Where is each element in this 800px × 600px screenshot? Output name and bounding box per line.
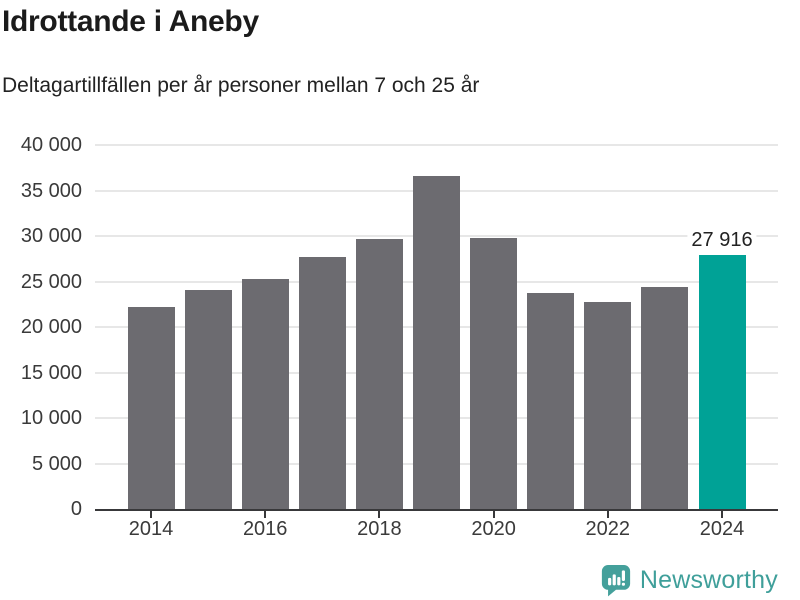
bar-2022 — [584, 301, 632, 509]
x-tick-2024 — [721, 511, 723, 518]
y-tick-label: 20 000 — [20, 316, 82, 338]
chart-title: Idrottande i Aneby — [2, 5, 259, 38]
y-tick-label: 40 000 — [20, 134, 82, 156]
x-tick-2022 — [606, 511, 609, 518]
chart-subtitle: Deltagartillfällen per år personer mella… — [2, 74, 480, 97]
x-tick-label-2018: 2018 — [357, 518, 402, 540]
x-tick-label-2020: 2020 — [471, 518, 516, 540]
bar-2020 — [470, 237, 518, 509]
bar-2019 — [413, 175, 460, 509]
x-tick-2014 — [150, 511, 152, 518]
x-tick-label-2016: 2016 — [242, 518, 288, 540]
bar-2014 — [127, 307, 175, 509]
bar-2017 — [298, 257, 346, 509]
y-tick-label: 30 000 — [20, 225, 82, 247]
bar-value-label: 27 916 — [687, 228, 757, 252]
x-tick-label-2024: 2024 — [699, 518, 745, 540]
y-tick-label: 10 000 — [20, 407, 82, 429]
bar-2018 — [355, 239, 403, 509]
y-tick-label: 5 000 — [31, 452, 82, 475]
x-tick-2020 — [492, 511, 495, 518]
x-tick-label-2022: 2022 — [585, 518, 631, 540]
y-tick-label: 0 — [70, 498, 82, 520]
newsworthy-speech-bubble-bar-chart-icon — [601, 565, 630, 597]
plot-area: 27 916 — [95, 144, 778, 511]
y-tick-label: 35 000 — [20, 179, 82, 202]
bar-2023 — [641, 286, 689, 509]
brand-name: Newsworthy — [639, 566, 778, 594]
bar-2024 — [698, 254, 746, 509]
bar-2016 — [241, 278, 289, 509]
bar-2015 — [184, 290, 232, 509]
x-tick-2016 — [264, 511, 267, 518]
newsworthy-logo[interactable]: Newsworthy — [601, 564, 778, 597]
bar-2021 — [527, 293, 575, 509]
y-tick-label: 15 000 — [20, 361, 82, 384]
gridline-40000 — [95, 144, 778, 146]
x-tick-2018 — [378, 511, 381, 518]
x-tick-label-2014: 2014 — [128, 518, 174, 540]
y-tick-label: 25 000 — [20, 270, 82, 293]
